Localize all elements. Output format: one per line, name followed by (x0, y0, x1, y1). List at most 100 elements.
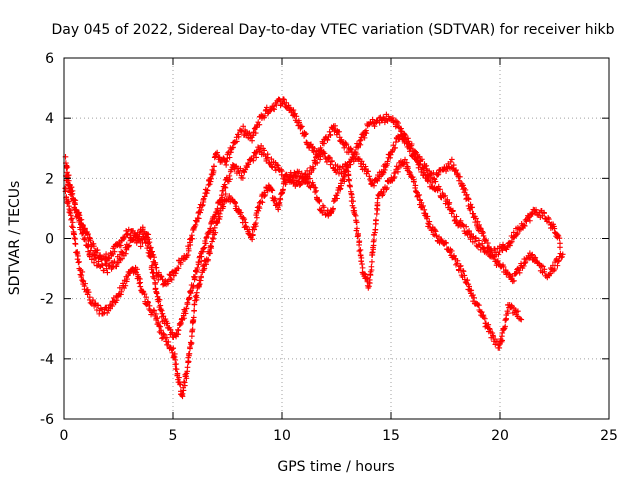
data-point (496, 249, 503, 255)
data-point (392, 144, 398, 151)
data-point (312, 184, 319, 191)
data-point (512, 270, 519, 277)
data-point (175, 327, 182, 334)
data-point (442, 193, 448, 199)
data-point (507, 242, 513, 249)
data-point (327, 155, 333, 161)
data-point (95, 302, 101, 309)
data-point (95, 258, 102, 265)
data-point (413, 149, 419, 156)
data-point (168, 277, 175, 283)
data-point (555, 258, 561, 265)
data-point (520, 263, 527, 269)
data-point (554, 232, 561, 238)
data-point (347, 161, 354, 168)
data-point (261, 147, 267, 154)
data-point (134, 266, 140, 273)
y-tick-label: -2 (40, 292, 54, 308)
data-point (90, 297, 96, 303)
data-point (171, 354, 178, 360)
data-point (358, 255, 365, 261)
data-point (426, 218, 433, 225)
data-point (176, 381, 183, 387)
data-point (107, 250, 114, 256)
data-point (243, 223, 250, 230)
data-point (74, 249, 81, 255)
data-point (373, 217, 379, 223)
data-point (118, 242, 124, 249)
data-point (521, 260, 528, 267)
data-point (534, 259, 541, 266)
data-point (103, 265, 110, 272)
data-point (232, 200, 239, 206)
data-point (298, 170, 305, 177)
data-point (517, 316, 524, 322)
data-point (370, 238, 377, 245)
data-point (338, 182, 345, 189)
data-point (135, 233, 142, 240)
data-point (184, 368, 191, 375)
data-point (526, 255, 532, 262)
data-point (139, 224, 146, 231)
data-point (181, 315, 187, 322)
data-point (91, 243, 97, 250)
data-point (279, 101, 285, 107)
data-point (373, 211, 380, 217)
data-point (118, 288, 125, 295)
data-point (196, 283, 202, 290)
data-point (211, 225, 218, 231)
data-point (204, 187, 211, 194)
data-point (333, 169, 339, 176)
data-point (502, 323, 509, 330)
data-point (387, 151, 394, 158)
data-point (197, 209, 204, 216)
data-point (255, 119, 262, 125)
data-point (78, 274, 85, 280)
data-point (343, 141, 350, 148)
data-point (403, 159, 410, 166)
data-point (472, 238, 478, 245)
data-point (137, 243, 144, 250)
x-tick-label: 15 (382, 428, 400, 444)
data-point (380, 169, 387, 176)
data-point (94, 247, 101, 253)
x-tick-label: 20 (491, 428, 509, 444)
data-point (160, 331, 167, 337)
data-point (395, 120, 401, 126)
data-point (483, 237, 489, 243)
data-point (491, 253, 498, 260)
data-point (514, 230, 521, 236)
data-point (480, 233, 487, 239)
data-point (272, 196, 279, 202)
data-point (353, 219, 360, 226)
data-point (409, 174, 416, 180)
data-point (141, 291, 148, 297)
data-point (406, 169, 413, 175)
data-point (72, 206, 79, 213)
data-point (174, 370, 181, 377)
data-point (355, 232, 361, 239)
data-point (164, 334, 170, 341)
data-point (447, 159, 454, 165)
data-point (185, 246, 192, 252)
data-point (70, 224, 76, 231)
data-point (344, 162, 351, 169)
data-point (136, 280, 143, 287)
data-point (199, 203, 206, 209)
data-point (104, 310, 110, 316)
data-point (429, 180, 435, 186)
data-point (189, 235, 196, 242)
data-point (82, 280, 89, 287)
data-point (254, 214, 260, 221)
data-point (275, 206, 282, 213)
data-point (271, 106, 278, 113)
data-point (479, 228, 486, 235)
data-point (479, 240, 485, 247)
data-point (432, 228, 439, 235)
data-point (187, 339, 194, 346)
data-point (71, 206, 78, 212)
data-point (393, 139, 399, 145)
data-point (207, 175, 214, 181)
data-point (491, 254, 497, 261)
data-point (514, 231, 520, 238)
